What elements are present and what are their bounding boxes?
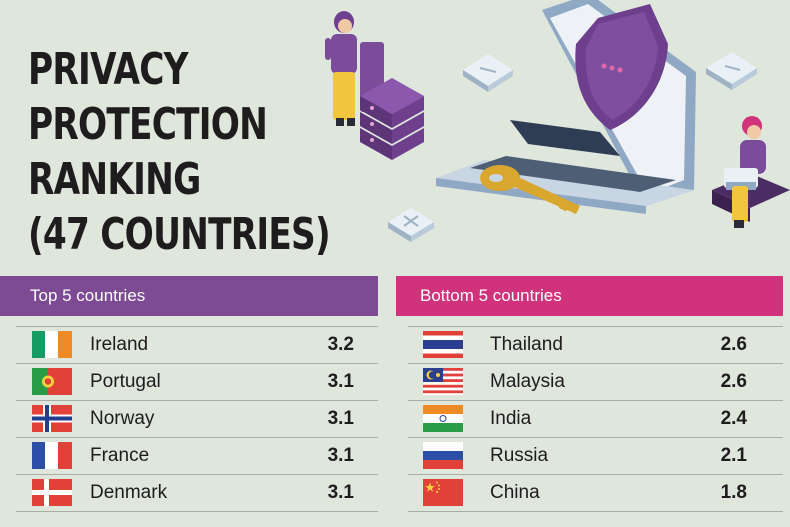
table-row: China 1.8 bbox=[408, 474, 783, 512]
ireland-flag-icon bbox=[32, 331, 72, 358]
minus-tile-icon bbox=[463, 54, 513, 92]
table-row: France 3.1 bbox=[16, 437, 378, 474]
country-name: Denmark bbox=[90, 482, 168, 503]
norway-flag-icon bbox=[32, 405, 72, 432]
title-line-2: PROTECTION bbox=[28, 99, 268, 150]
bottom-countries-panel: Bottom 5 countries Thailand 2.6 Malaysia… bbox=[396, 276, 783, 512]
table-row: Portugal 3.1 bbox=[16, 363, 378, 400]
sitting-person-icon bbox=[712, 116, 790, 228]
country-name: India bbox=[490, 408, 532, 429]
top-countries-list: Ireland 3.2 Portugal 3.1 Norway 3.1 Fran… bbox=[0, 326, 378, 512]
title-line-1: PRIVACY bbox=[28, 44, 189, 95]
country-score: 2.6 bbox=[720, 334, 747, 355]
bottom-countries-heading: Bottom 5 countries bbox=[396, 276, 783, 316]
standing-person-icon bbox=[325, 11, 357, 126]
table-row: Russia 2.1 bbox=[408, 437, 783, 474]
china-flag-icon bbox=[423, 479, 463, 506]
table-row: Ireland 3.2 bbox=[16, 326, 378, 363]
table-row: India 2.4 bbox=[408, 400, 783, 437]
country-score: 2.6 bbox=[720, 371, 747, 392]
denmark-flag-icon bbox=[32, 479, 72, 506]
title-line-4: (47 COUNTRIES) bbox=[28, 209, 331, 260]
table-row: Norway 3.1 bbox=[16, 400, 378, 437]
server-stack-icon bbox=[360, 42, 424, 160]
country-name: Malaysia bbox=[490, 371, 565, 392]
india-flag-icon bbox=[423, 405, 463, 432]
privacy-illustration bbox=[325, 0, 790, 242]
country-name: Ireland bbox=[90, 334, 149, 355]
plus-tile-icon bbox=[388, 208, 434, 242]
country-name: China bbox=[490, 482, 540, 503]
country-name: Thailand bbox=[490, 334, 563, 355]
country-score: 3.1 bbox=[327, 482, 354, 503]
table-row: Thailand 2.6 bbox=[408, 326, 783, 363]
title-line-3: RANKING bbox=[28, 154, 201, 205]
country-score: 3.1 bbox=[327, 371, 354, 392]
top-countries-heading: Top 5 countries bbox=[0, 276, 378, 316]
country-name: Norway bbox=[90, 408, 155, 429]
thailand-flag-icon bbox=[423, 331, 463, 358]
bottom-countries-list: Thailand 2.6 Malaysia 2.6 India 2.4 Russ… bbox=[396, 326, 783, 512]
country-score: 2.4 bbox=[720, 408, 747, 429]
malaysia-flag-icon bbox=[423, 368, 463, 395]
portugal-flag-icon bbox=[32, 368, 72, 395]
france-flag-icon bbox=[32, 442, 72, 469]
country-score: 3.1 bbox=[327, 445, 354, 466]
country-score: 3.2 bbox=[327, 334, 354, 355]
russia-flag-icon bbox=[423, 442, 463, 469]
country-name: Russia bbox=[490, 445, 549, 466]
country-name: France bbox=[90, 445, 150, 466]
country-name: Portugal bbox=[90, 371, 161, 392]
country-score: 1.8 bbox=[720, 482, 747, 503]
country-score: 3.1 bbox=[327, 408, 354, 429]
top-countries-panel: Top 5 countries Ireland 3.2 Portugal 3.1… bbox=[0, 276, 378, 512]
shield-icon bbox=[575, 4, 668, 130]
table-row: Malaysia 2.6 bbox=[408, 363, 783, 400]
page-title: PRIVACY PROTECTION RANKING (47 COUNTRIES… bbox=[28, 42, 331, 262]
country-score: 2.1 bbox=[720, 445, 747, 466]
minus-tile-icon bbox=[706, 52, 757, 90]
key-icon bbox=[480, 165, 580, 214]
table-row: Denmark 3.1 bbox=[16, 474, 378, 512]
